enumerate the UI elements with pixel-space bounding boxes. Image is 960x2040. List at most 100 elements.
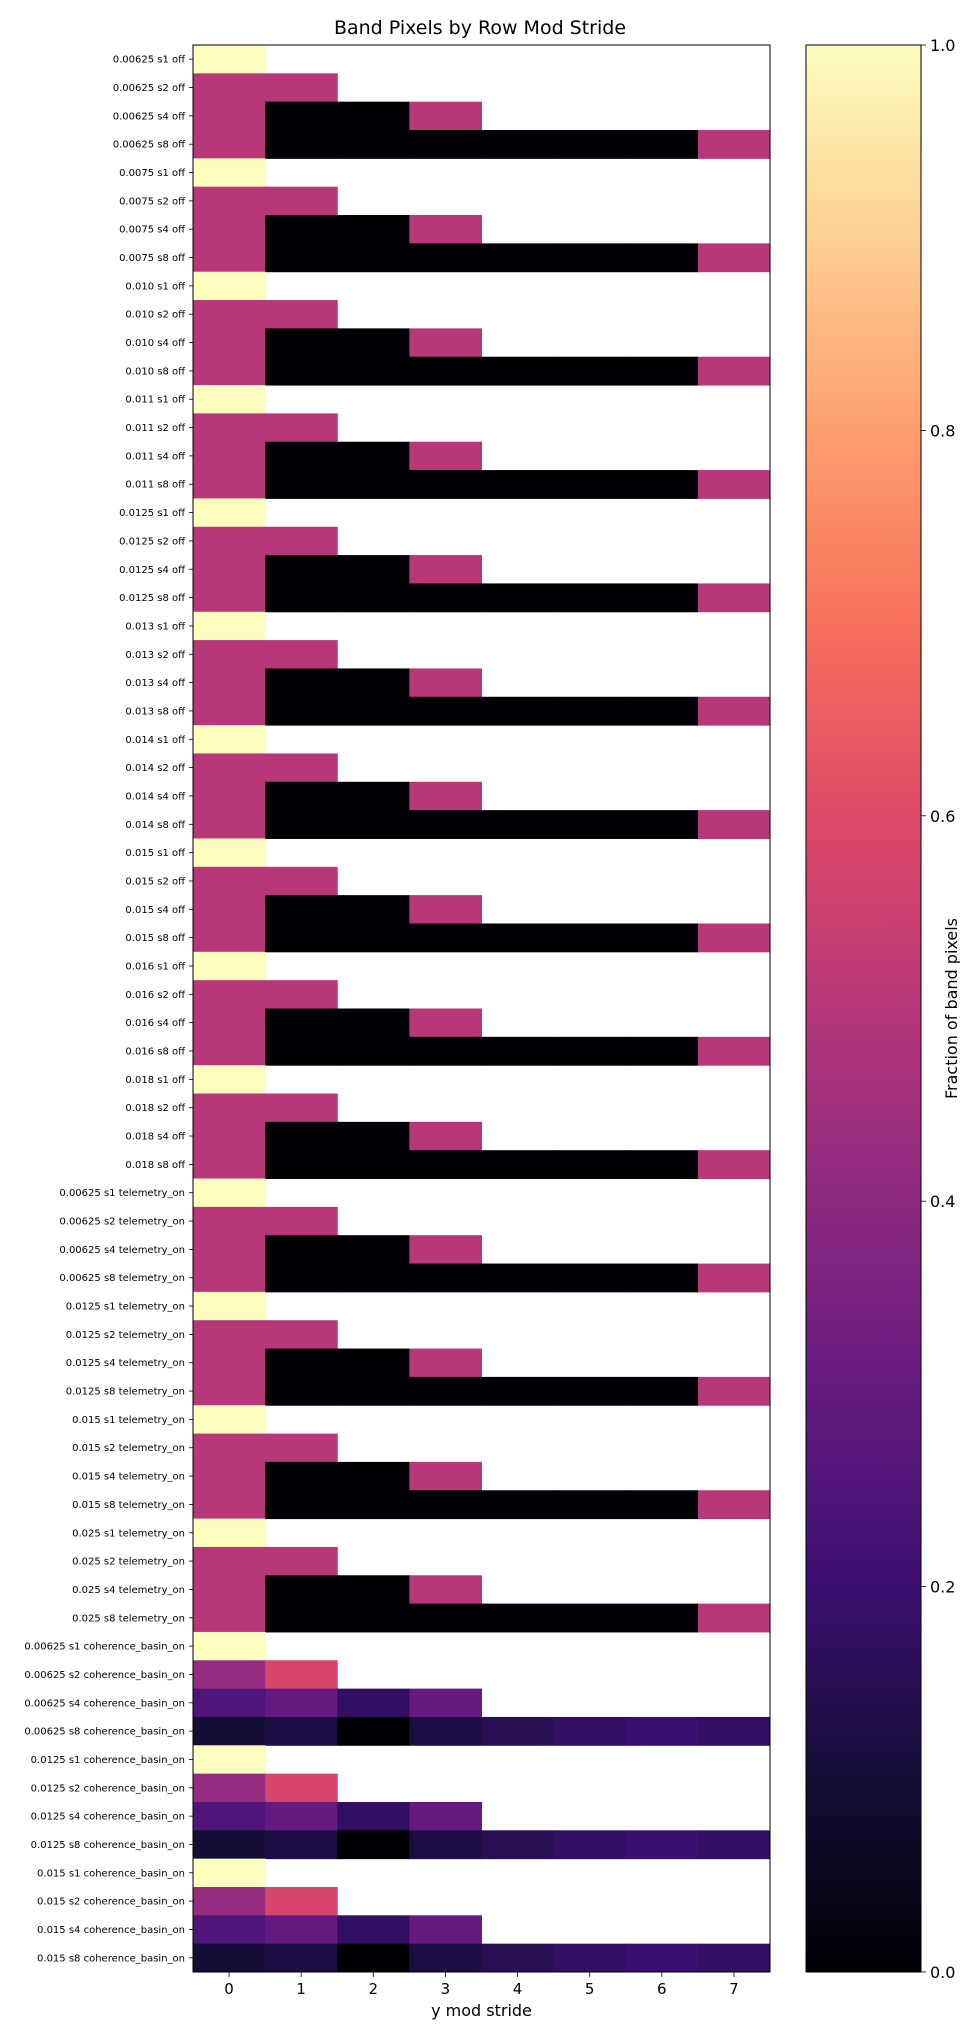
heatmap-cell bbox=[697, 356, 771, 386]
heatmap-cell bbox=[409, 1490, 482, 1520]
heatmap-cell bbox=[193, 611, 266, 641]
y-tick-label: 0.0075 s1 off bbox=[119, 168, 186, 179]
heatmap-cell bbox=[625, 1376, 699, 1406]
heatmap-cell bbox=[625, 1150, 699, 1180]
heatmap-cell bbox=[337, 1915, 410, 1945]
heatmap-cell bbox=[265, 1915, 338, 1945]
heatmap-cell bbox=[337, 810, 410, 839]
heatmap-cell bbox=[265, 1688, 338, 1718]
heatmap-cell bbox=[409, 1235, 482, 1265]
x-tick-label: 4 bbox=[513, 1980, 523, 1998]
heatmap-cell bbox=[337, 583, 410, 613]
y-tick-label: 0.0125 s8 coherence_basin_on bbox=[31, 1840, 185, 1851]
y-tick-label: 0.00625 s1 telemetry_on bbox=[59, 1188, 185, 1199]
y-tick-label: 0.010 s2 off bbox=[125, 310, 186, 321]
heatmap-cell bbox=[409, 1830, 482, 1860]
heatmap-cell bbox=[553, 1830, 627, 1860]
x-tick-label: 1 bbox=[296, 1980, 306, 1998]
x-tick-label: 0 bbox=[224, 1980, 234, 1998]
heatmap-cell bbox=[481, 1830, 555, 1860]
y-tick-label: 0.015 s4 coherence_basin_on bbox=[37, 1925, 185, 1936]
heatmap-cell bbox=[337, 1943, 410, 1973]
heatmap-cell bbox=[697, 470, 771, 499]
heatmap-cell bbox=[193, 1093, 266, 1123]
y-tick-label: 0.025 s4 telemetry_on bbox=[72, 1585, 185, 1596]
y-tick-label: 0.00625 s2 coherence_basin_on bbox=[24, 1670, 185, 1681]
heatmap-cell bbox=[337, 1263, 410, 1293]
y-tick-label: 0.0125 s1 coherence_basin_on bbox=[31, 1755, 185, 1766]
x-tick-label: 7 bbox=[729, 1980, 739, 1998]
heatmap-cell bbox=[265, 1943, 338, 1973]
heatmap-cell bbox=[481, 1263, 555, 1293]
heatmap-cell bbox=[193, 1943, 266, 1973]
y-tick-label: 0.025 s1 telemetry_on bbox=[72, 1528, 185, 1539]
heatmap-cell bbox=[193, 271, 266, 301]
heatmap-cell bbox=[625, 470, 699, 499]
y-tick-label: 0.015 s8 off bbox=[125, 933, 186, 944]
y-tick-label: 0.00625 s2 off bbox=[113, 83, 186, 94]
heatmap-cell bbox=[481, 1603, 555, 1633]
heatmap-cell bbox=[409, 1376, 482, 1406]
y-tick-label: 0.015 s1 coherence_basin_on bbox=[37, 1868, 185, 1879]
heatmap-cell bbox=[337, 441, 410, 471]
heatmap-cell bbox=[625, 243, 699, 273]
heatmap-cell bbox=[193, 640, 266, 669]
y-tick-label: 0.0125 s4 coherence_basin_on bbox=[31, 1812, 185, 1823]
heatmap-cell bbox=[481, 470, 555, 499]
heatmap-cell bbox=[265, 470, 338, 499]
heatmap-cell bbox=[193, 555, 266, 584]
heatmap-cell bbox=[193, 45, 266, 74]
y-tick-label: 0.00625 s4 coherence_basin_on bbox=[24, 1698, 185, 1709]
heatmap-cell bbox=[265, 356, 338, 386]
heatmap-cell bbox=[409, 1150, 482, 1180]
colorbar-tick-label: 0.2 bbox=[930, 1578, 955, 1597]
heatmap-cell bbox=[625, 1603, 699, 1633]
heatmap-cell bbox=[409, 130, 482, 159]
heatmap-cell bbox=[265, 300, 338, 329]
heatmap-cell bbox=[409, 328, 482, 358]
heatmap-cell bbox=[193, 243, 266, 273]
colorbar-tick-label: 0.8 bbox=[930, 421, 955, 440]
heatmap-cell bbox=[697, 696, 771, 726]
heatmap-cell bbox=[337, 101, 410, 131]
heatmap-cell bbox=[409, 1348, 482, 1378]
y-tick-label: 0.010 s4 off bbox=[125, 338, 186, 349]
heatmap-cell bbox=[481, 1943, 555, 1973]
heatmap-cell bbox=[265, 1603, 338, 1633]
y-tick-label: 0.011 s8 off bbox=[125, 480, 186, 491]
heatmap-cell bbox=[193, 1858, 266, 1888]
heatmap-cell bbox=[409, 1121, 482, 1151]
y-tick-label: 0.00625 s8 coherence_basin_on bbox=[24, 1727, 185, 1738]
heatmap-cell bbox=[625, 923, 699, 953]
heatmap-cell bbox=[193, 1745, 266, 1775]
x-tick-labels: 0 1 2 3 4 5 6 7 bbox=[224, 1972, 739, 1998]
heatmap-cell bbox=[193, 1376, 266, 1406]
heatmap-cell bbox=[625, 810, 699, 839]
heatmap-cell bbox=[409, 1716, 482, 1746]
y-tick-label: 0.018 s1 off bbox=[125, 1075, 186, 1086]
heatmap-cell bbox=[481, 356, 555, 386]
heatmap-cell bbox=[337, 1461, 410, 1491]
heatmap-cell bbox=[409, 1801, 482, 1831]
heatmap-cell bbox=[409, 1915, 482, 1945]
y-tick-label: 0.0125 s4 telemetry_on bbox=[66, 1358, 185, 1369]
x-tick-label: 2 bbox=[369, 1980, 379, 1998]
heatmap-cell bbox=[193, 1603, 266, 1633]
heatmap-cell bbox=[193, 498, 266, 528]
y-tick-label: 0.0125 s2 telemetry_on bbox=[66, 1330, 185, 1341]
y-tick-label: 0.015 s1 off bbox=[125, 848, 186, 859]
y-tick-label: 0.013 s1 off bbox=[125, 621, 186, 632]
heatmap-cell bbox=[409, 1943, 482, 1973]
heatmap-cell bbox=[193, 1405, 266, 1435]
heatmap-cell bbox=[337, 1716, 410, 1746]
heatmap-cell bbox=[193, 696, 266, 726]
heatmap-cell bbox=[553, 470, 627, 499]
heatmap-cell bbox=[265, 555, 338, 584]
y-tick-label: 0.016 s4 off bbox=[125, 1018, 186, 1029]
heatmap-cell bbox=[193, 781, 266, 811]
colorbar-tick-label: 1.0 bbox=[930, 36, 955, 55]
heatmap-cell bbox=[409, 1688, 482, 1718]
heatmap-cell bbox=[193, 300, 266, 329]
heatmap-cell bbox=[697, 1376, 771, 1406]
y-tick-label: 0.00625 s1 coherence_basin_on bbox=[24, 1642, 185, 1653]
